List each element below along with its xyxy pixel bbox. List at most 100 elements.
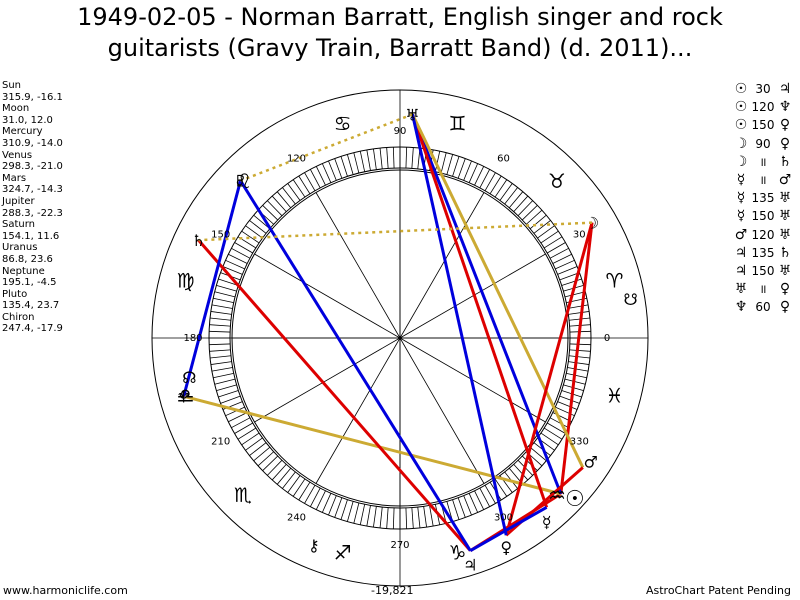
aspect-angle: 60 bbox=[755, 300, 771, 315]
degree-tick bbox=[446, 154, 454, 175]
degree-tick bbox=[504, 187, 518, 205]
aspect-line bbox=[198, 221, 593, 242]
degree-tick bbox=[392, 507, 395, 529]
degree-tick bbox=[321, 163, 332, 183]
degree-tick bbox=[298, 481, 311, 501]
degree-tick bbox=[213, 372, 234, 379]
aspect-row: ☉ 120 ♆ bbox=[733, 98, 799, 116]
aspect-planet-b: ♅ bbox=[778, 208, 792, 225]
degree-tick bbox=[392, 147, 395, 169]
degree-tick bbox=[569, 349, 591, 352]
degree-tick bbox=[474, 166, 485, 186]
aspect-planet-a: ☽ bbox=[734, 153, 748, 170]
moon-icon: ☽ bbox=[585, 214, 599, 233]
degree-tick bbox=[353, 502, 360, 524]
aspect-planet-a: ♃ bbox=[734, 244, 748, 261]
planet-name-sun: Sun bbox=[2, 80, 22, 91]
aspect-row: ♃ 150 ♅ bbox=[733, 262, 799, 280]
degree-label: 120 bbox=[287, 154, 306, 165]
degree-tick bbox=[267, 460, 283, 476]
capricorn-sign-icon: ♑ bbox=[448, 540, 466, 564]
degree-tick bbox=[210, 355, 231, 359]
degree-tick bbox=[405, 147, 408, 169]
degree-tick bbox=[220, 395, 241, 404]
spoke bbox=[254, 253, 401, 339]
degree-tick bbox=[249, 442, 267, 456]
degree-tick bbox=[559, 395, 580, 404]
degree-tick bbox=[262, 205, 278, 221]
degree-tick bbox=[543, 236, 563, 249]
degree-label: 0 bbox=[604, 333, 610, 344]
degree-tick bbox=[559, 272, 580, 281]
degree-tick bbox=[457, 158, 466, 179]
degree-tick bbox=[555, 259, 575, 270]
degree-tick bbox=[537, 225, 555, 239]
degree-tick bbox=[321, 493, 332, 513]
degree-tick bbox=[474, 490, 485, 510]
spoke bbox=[315, 192, 401, 339]
degree-labels: 0 30 60 90 120 150 180 210 240 270 300 330 bbox=[183, 126, 610, 551]
degree-tick bbox=[328, 160, 337, 181]
aspect-planet-a: ♆ bbox=[734, 299, 748, 316]
degree-tick bbox=[340, 156, 348, 177]
degree-tick bbox=[237, 427, 257, 440]
node-south-icon: ☋ bbox=[623, 290, 637, 309]
aspect-row: ♂ 120 ♅ bbox=[733, 226, 799, 244]
degree-tick bbox=[253, 446, 271, 462]
planet-coords-chiron: 247.4, -17.9 bbox=[2, 323, 63, 335]
aspect-line bbox=[411, 113, 563, 495]
degree-tick bbox=[213, 297, 234, 304]
degree-label: 210 bbox=[211, 437, 230, 448]
degree-tick bbox=[373, 148, 377, 170]
aspect-lines bbox=[182, 113, 594, 552]
aspect-planet-b: ♅ bbox=[778, 190, 792, 207]
cancer-sign-icon: ♋ bbox=[334, 112, 352, 136]
planet-coords-pluto: 135.4, 23.7 bbox=[2, 300, 60, 312]
degree-tick bbox=[557, 266, 578, 275]
degree-tick bbox=[547, 242, 566, 254]
planet-coords-uranus: 86.8, 23.6 bbox=[2, 253, 53, 265]
website-link[interactable]: www.harmoniclife.com bbox=[3, 584, 128, 597]
degree-tick bbox=[298, 175, 311, 195]
planet-coords-mars: 324.7, -14.3 bbox=[2, 184, 63, 196]
aspect-row: ♅ ॥ ♀ bbox=[733, 280, 799, 298]
venus-icon: ♀ bbox=[500, 538, 512, 557]
aspect-angle: 150 bbox=[751, 118, 775, 133]
degree-tick bbox=[468, 493, 479, 513]
degree-tick bbox=[529, 446, 547, 462]
degree-tick bbox=[366, 149, 371, 171]
degree-tick bbox=[231, 417, 251, 429]
aspect-planet-a: ☽ bbox=[734, 135, 748, 152]
degree-tick bbox=[211, 304, 233, 309]
degree-tick bbox=[282, 187, 296, 205]
spoke bbox=[315, 337, 401, 484]
degree-tick bbox=[287, 183, 301, 201]
aspect-planet-b: ♅ bbox=[778, 263, 792, 280]
degree-tick bbox=[234, 242, 253, 254]
degree-tick bbox=[282, 471, 296, 489]
degree-tick bbox=[234, 422, 253, 434]
degree-tick bbox=[334, 497, 343, 518]
uranus-icon: ♅ bbox=[405, 105, 419, 124]
degree-tick bbox=[513, 195, 529, 212]
aspect-angle: ॥ bbox=[759, 173, 767, 188]
degree-tick bbox=[429, 505, 434, 527]
aspect-angle: ॥ bbox=[759, 154, 767, 169]
aspect-planet-a: ☿ bbox=[736, 190, 746, 207]
degree-tick bbox=[379, 148, 383, 169]
aspect-line bbox=[411, 114, 508, 536]
degree-tick bbox=[287, 475, 301, 493]
planet-name-saturn: Saturn bbox=[2, 219, 36, 231]
degree-tick bbox=[405, 507, 408, 529]
degree-tick bbox=[267, 200, 283, 216]
virgo-sign-icon: ♍ bbox=[177, 269, 195, 293]
aspect-planet-b: ♀ bbox=[779, 135, 791, 152]
degree-tick bbox=[216, 284, 237, 292]
aspect-planet-b: ♀ bbox=[779, 299, 791, 316]
degree-tick bbox=[569, 355, 590, 359]
degree-tick bbox=[452, 499, 460, 520]
degree-tick bbox=[245, 225, 263, 239]
degree-tick bbox=[452, 156, 460, 177]
zodiac-sign-glyphs: ♈ ♉ ♊ ♋ ♌ ♍ ♎ ♏ ♐ ♑ ♒ ♓ bbox=[177, 112, 624, 565]
